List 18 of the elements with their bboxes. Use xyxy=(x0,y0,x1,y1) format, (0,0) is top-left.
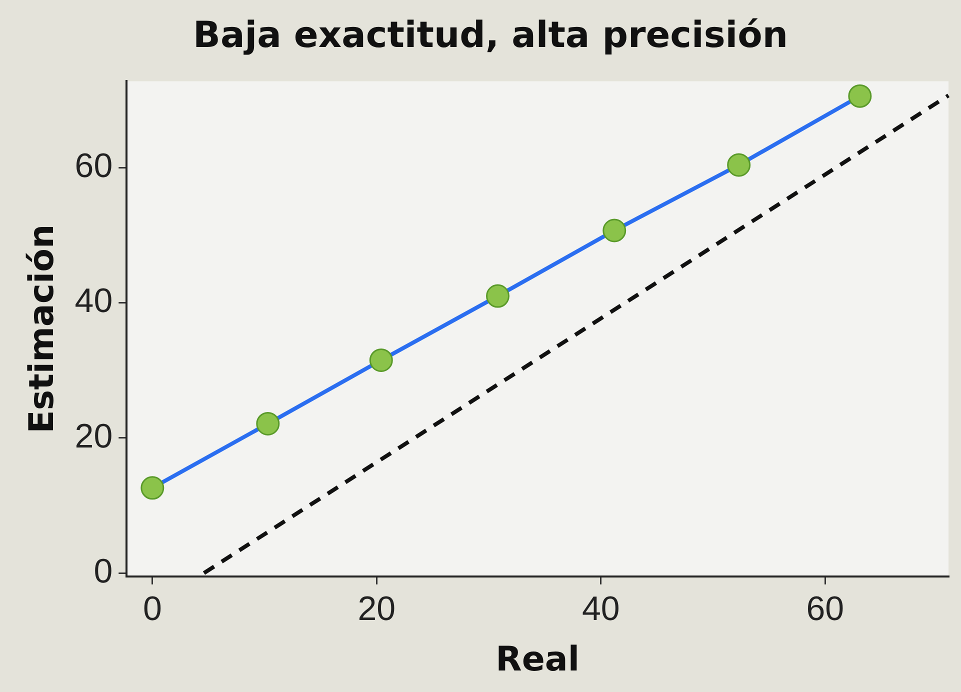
point xyxy=(602,218,626,242)
point xyxy=(369,348,393,372)
y-tick-label: 0 xyxy=(94,552,113,590)
point xyxy=(848,84,872,108)
x-tick-label: 0 xyxy=(142,590,162,628)
y-axis-title: Estimación xyxy=(22,224,62,434)
x-tick-label: 60 xyxy=(806,590,844,628)
point xyxy=(140,476,164,500)
x-axis-title: Real xyxy=(496,639,580,680)
point xyxy=(256,412,280,436)
x-tick-label: 40 xyxy=(582,590,620,628)
chart-title: Baja exactitud, alta precisión xyxy=(193,14,788,56)
y-tick-label: 40 xyxy=(74,282,113,320)
point xyxy=(727,153,751,177)
y-tick-label: 20 xyxy=(74,417,113,456)
point xyxy=(486,284,510,308)
x-tick-label: 20 xyxy=(358,590,396,628)
y-tick-label: 60 xyxy=(74,147,113,186)
